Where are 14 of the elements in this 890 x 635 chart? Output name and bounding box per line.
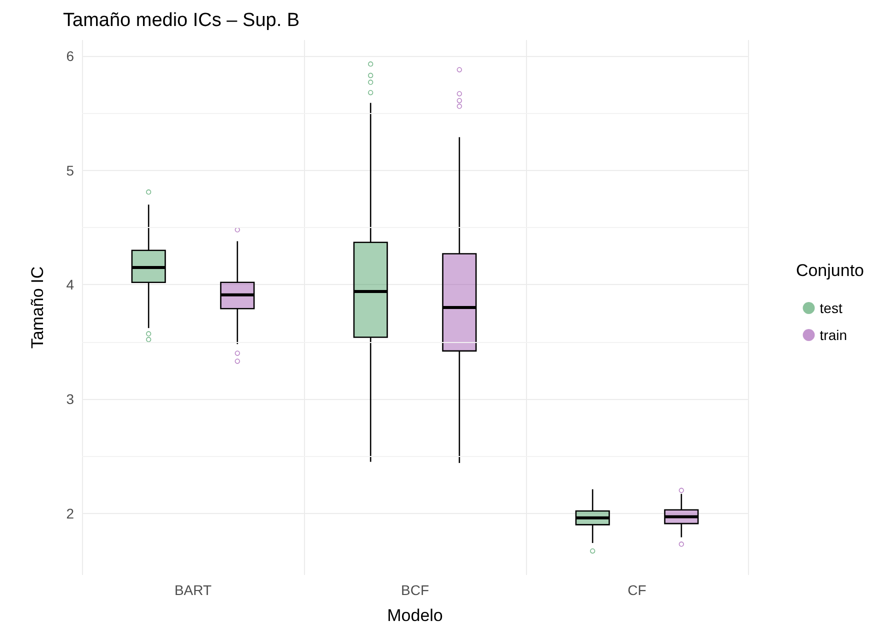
legend-title: Conjunto — [796, 261, 864, 280]
y-tick-label: 2 — [66, 505, 74, 522]
legend-label: train — [820, 327, 847, 343]
y-axis-title: Tamaño IC — [28, 266, 47, 349]
x-axis-title: Modelo — [387, 606, 443, 625]
y-tick-label: 5 — [66, 162, 74, 178]
y-tick-label: 6 — [66, 48, 74, 64]
y-tick-label: 4 — [66, 276, 74, 293]
y-tick-label: 3 — [66, 390, 74, 407]
chart-title: Tamaño medio ICs – Sup. B — [63, 10, 300, 31]
x-tick-label: BCF — [401, 582, 429, 598]
x-tick-label: BART — [174, 582, 212, 598]
x-tick-label: CF — [628, 582, 646, 598]
legend-label: test — [820, 300, 842, 316]
